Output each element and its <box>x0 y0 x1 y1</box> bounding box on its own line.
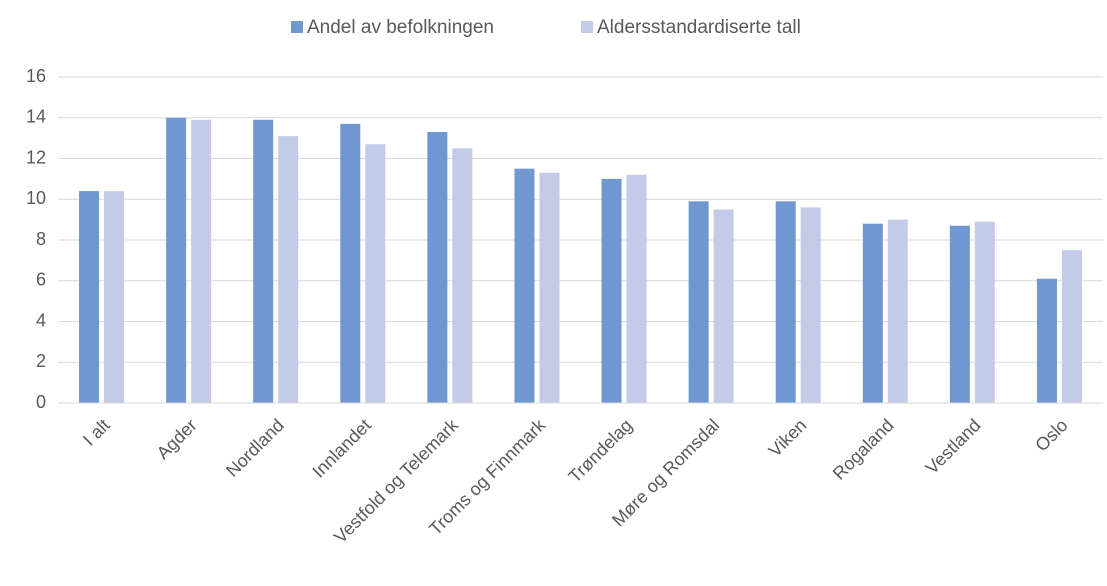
bar <box>1061 250 1082 403</box>
bar <box>862 223 883 403</box>
bar <box>253 119 274 403</box>
bar <box>887 219 908 403</box>
bar <box>340 123 361 404</box>
x-tick-label: Vestland <box>922 415 985 478</box>
y-tick-label: 16 <box>26 66 46 86</box>
bar <box>427 132 448 403</box>
bar <box>1036 278 1057 403</box>
bar <box>539 172 560 403</box>
x-tick-label: Rogaland <box>829 415 898 484</box>
y-tick-label: 8 <box>36 229 46 249</box>
bar <box>365 144 386 404</box>
bar <box>713 209 734 403</box>
y-tick-label: 12 <box>26 147 46 167</box>
x-tick-label: Innlandet <box>308 415 375 482</box>
bar <box>79 191 100 403</box>
bar <box>166 117 187 403</box>
bar <box>688 201 709 403</box>
legend-label: Aldersstandardiserte tall <box>597 17 801 38</box>
bar <box>601 178 622 403</box>
y-tick-label: 10 <box>26 188 46 208</box>
bar <box>974 221 995 403</box>
x-tick-label: Oslo <box>1031 415 1071 455</box>
legend-swatch <box>291 21 303 33</box>
x-tick-label: Viken <box>765 415 811 461</box>
bar <box>452 148 473 403</box>
bar <box>191 119 212 403</box>
legend-label: Andel av befolkningen <box>307 17 494 38</box>
x-tick-label: Trøndelag <box>565 415 637 487</box>
bar <box>514 168 535 403</box>
bar <box>626 174 647 403</box>
y-tick-label: 2 <box>36 351 46 371</box>
y-tick-label: 0 <box>36 392 46 412</box>
y-tick-label: 4 <box>36 310 46 330</box>
legend-swatch <box>581 21 593 33</box>
x-tick-label: Agder <box>153 415 201 463</box>
bar <box>949 225 970 403</box>
bar <box>104 191 125 403</box>
bar <box>278 136 299 403</box>
x-tick-label: I alt <box>79 415 114 450</box>
legend: Andel av befolkningen Aldersstandardisert… <box>291 17 801 38</box>
y-tick-label: 6 <box>36 270 46 290</box>
x-tick-label: Nordland <box>222 415 288 481</box>
bar <box>775 201 796 403</box>
bar <box>800 207 821 403</box>
y-tick-label: 14 <box>26 107 46 127</box>
